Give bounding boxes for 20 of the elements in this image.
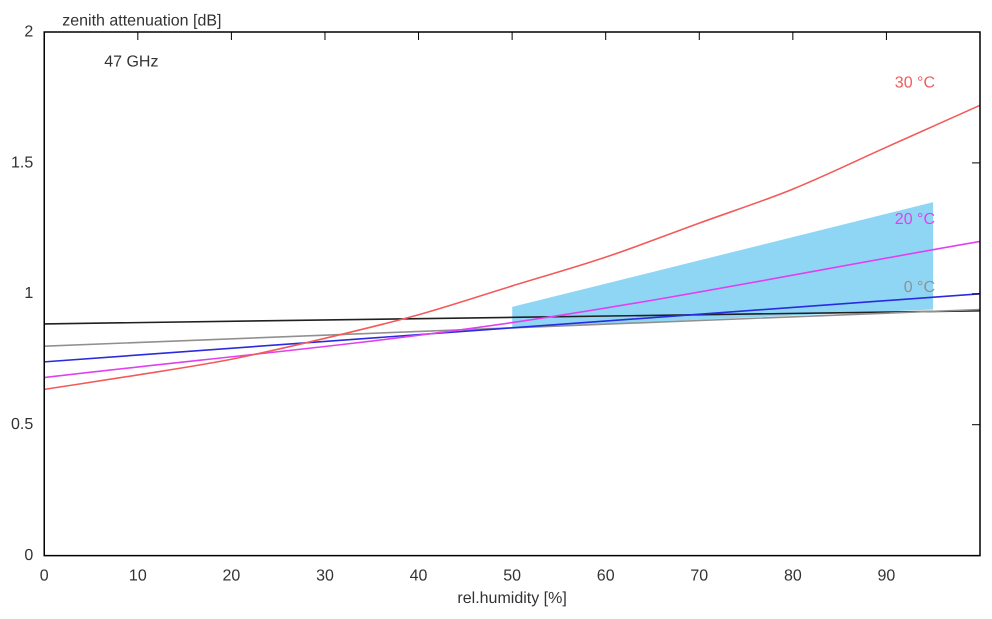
x-tick-label: 40 [410, 568, 428, 585]
line-series [44, 104, 980, 390]
y-tick-label: 0.5 [10, 416, 34, 434]
series-label: 30 °C [894, 74, 935, 92]
x-tick-label: 30 [316, 568, 334, 585]
y-tick-label: 0 [24, 547, 34, 564]
x-tick-label: 60 [596, 568, 615, 585]
y-axis-title: zenith attenuation [dB] [62, 12, 222, 30]
y-tick-label: 1 [24, 285, 34, 302]
x-tick-label: 70 [690, 568, 708, 585]
x-axis-title: rel.humidity [%] [457, 590, 567, 607]
y-tick-label: 2 [24, 23, 34, 40]
x-tick-label: 0 [40, 568, 49, 585]
x-tick-label: 90 [878, 568, 896, 585]
y-tick-label: 1.5 [10, 154, 34, 172]
x-tick-label: 50 [503, 568, 522, 585]
x-tick-label: 20 [222, 568, 240, 585]
x-tick-label: 80 [784, 568, 802, 585]
annotation: 47 GHz [104, 53, 158, 70]
x-tick-label: 10 [128, 568, 147, 585]
